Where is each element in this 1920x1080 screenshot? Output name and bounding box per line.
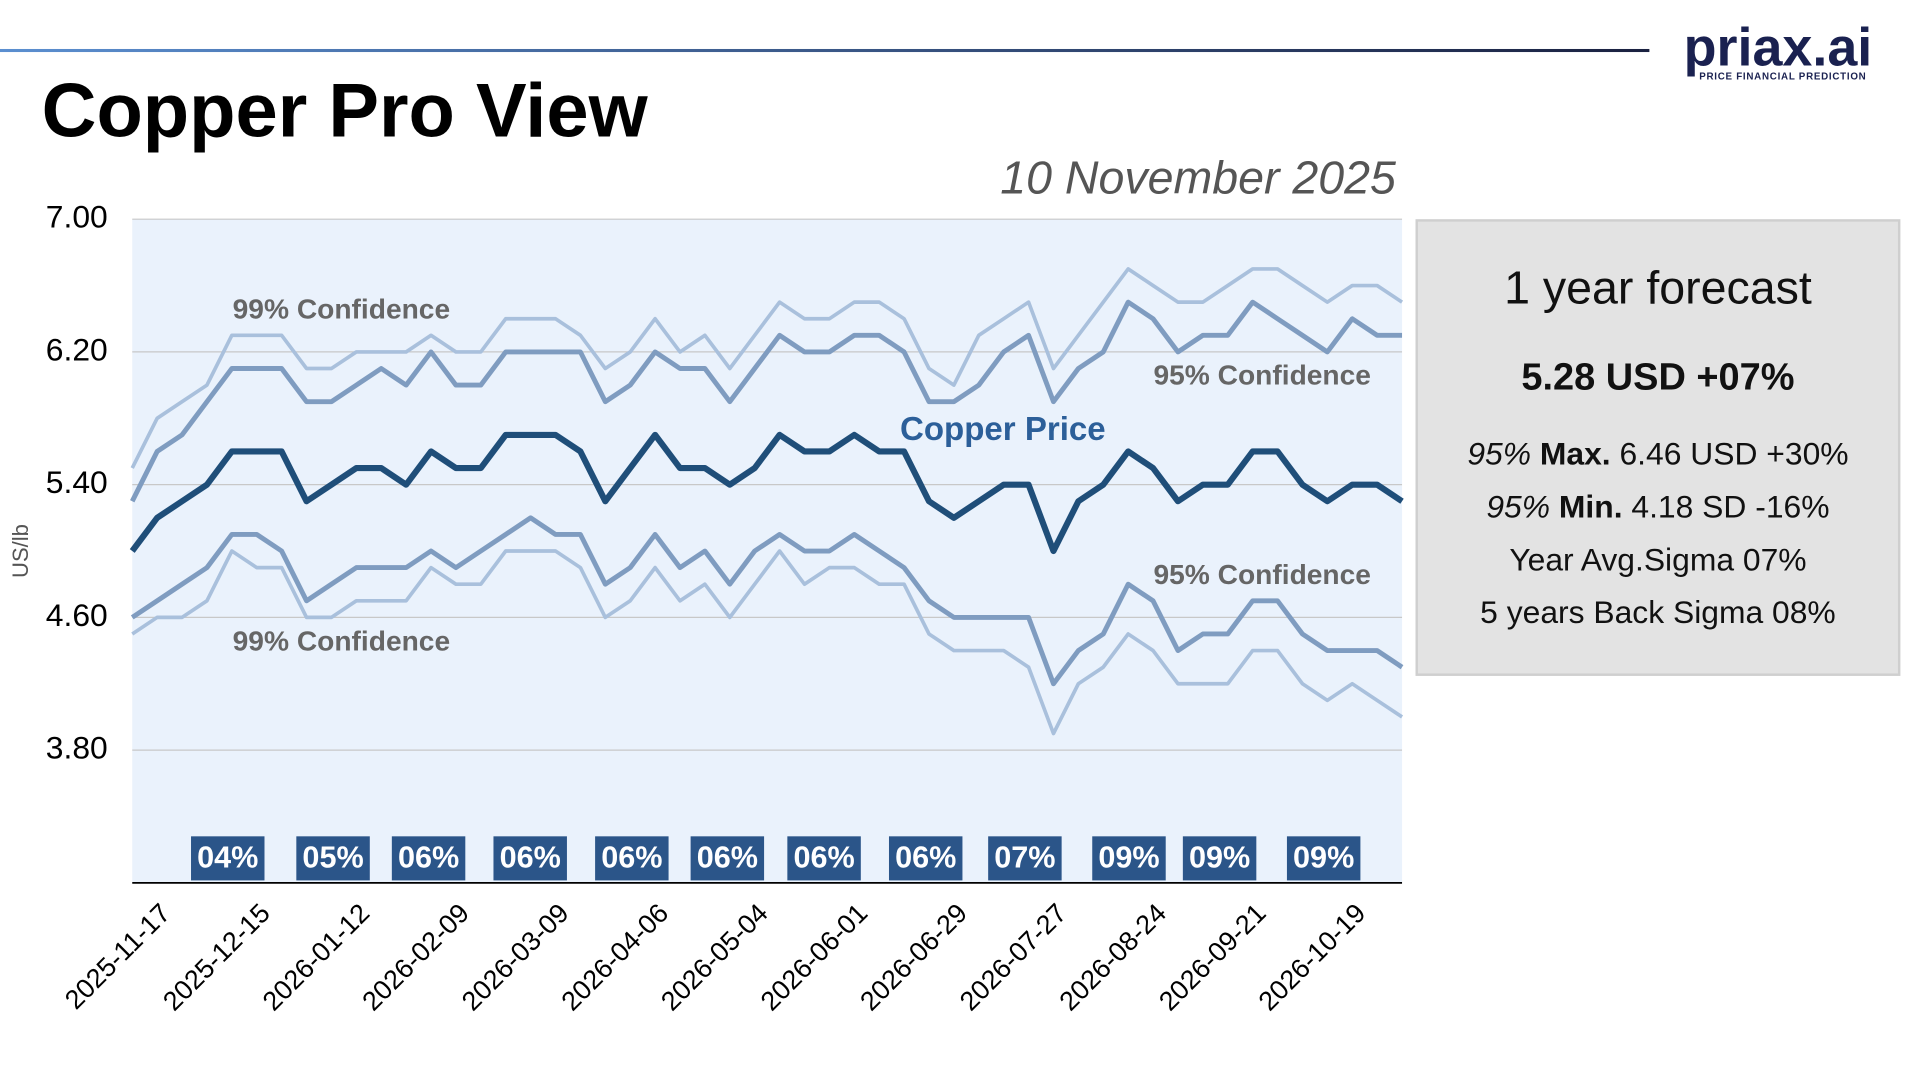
row-level: 95% xyxy=(1467,436,1531,472)
y-axis-label: US/lb xyxy=(8,524,33,578)
sigma-label: 05% xyxy=(302,841,363,875)
row-label: Max. xyxy=(1540,436,1611,472)
sigma-label: 06% xyxy=(697,841,758,875)
sigma-box xyxy=(787,836,861,881)
row-text: 4.18 SD -16% xyxy=(1631,489,1829,525)
sigma-label: 04% xyxy=(197,841,258,875)
series-line xyxy=(129,431,1404,555)
sigma-box xyxy=(1182,836,1257,881)
panel-headline: 5.28 USD +07% xyxy=(1521,357,1794,399)
sigma-box xyxy=(888,836,963,881)
x-tick-label: 2025-12-15 xyxy=(157,898,276,1017)
x-tick-label: 2026-01-12 xyxy=(257,898,376,1017)
x-tick-label: 2026-07-27 xyxy=(954,898,1073,1017)
sigma-box xyxy=(595,836,669,881)
panel-note: Year Avg.Sigma 07% xyxy=(1509,541,1806,577)
panel-title: 1 year forecast xyxy=(1504,262,1812,314)
x-tick-label: 2026-03-09 xyxy=(456,898,575,1017)
sigma-label: 06% xyxy=(500,841,561,875)
sigma-box xyxy=(1286,836,1361,881)
y-tick-label: 6.20 xyxy=(46,331,108,367)
series-label: 99% Confidence xyxy=(233,293,450,324)
panel-row: 95% Max. 6.46 USD +30% xyxy=(1467,436,1848,472)
sigma-box xyxy=(191,836,265,881)
sigma-label: 06% xyxy=(895,841,956,875)
sigma-label: 06% xyxy=(793,841,854,875)
x-tick-label: 2026-06-29 xyxy=(854,898,973,1017)
sigma-label: 09% xyxy=(1293,841,1354,875)
row-label: Min. xyxy=(1559,489,1623,525)
sigma-label: 09% xyxy=(1098,841,1159,875)
series-line xyxy=(130,299,1403,503)
date: 10 November 2025 xyxy=(1000,152,1396,204)
x-tick-label: 2026-08-24 xyxy=(1054,898,1173,1017)
panel-note: 5 years Back Sigma 08% xyxy=(1480,594,1836,630)
page-title: Copper Pro View xyxy=(42,68,649,153)
sigma-box xyxy=(1092,836,1166,881)
row-level: 95% xyxy=(1486,489,1550,525)
y-tick-label: 7.00 xyxy=(46,199,108,235)
sigma-label: 07% xyxy=(994,841,1055,875)
series-label: 95% Confidence xyxy=(1153,559,1370,590)
series-label: 95% Confidence xyxy=(1153,360,1370,391)
logo-tagline: PRICE FINANCIAL PREDICTION xyxy=(1699,72,1866,83)
x-tick-label: 2026-10-19 xyxy=(1253,898,1372,1017)
series-label: 99% Confidence xyxy=(233,625,450,656)
x-tick-label: 2026-06-01 xyxy=(755,898,874,1017)
x-tick-label: 2026-04-06 xyxy=(556,898,675,1017)
plot-background xyxy=(132,219,1403,883)
sigma-label: 06% xyxy=(601,841,662,875)
x-tick-label: 2026-05-04 xyxy=(655,898,774,1017)
header-rule xyxy=(0,48,1650,53)
series-line xyxy=(130,267,1404,469)
x-tick-label: 2026-09-21 xyxy=(1153,898,1272,1017)
series-line xyxy=(131,549,1404,736)
y-tick-label: 4.60 xyxy=(46,597,108,633)
sigma-box xyxy=(988,836,1062,881)
y-tick-label: 5.40 xyxy=(46,464,108,500)
sigma-box xyxy=(493,836,567,881)
series-line xyxy=(130,515,1404,687)
y-tick-label: 3.80 xyxy=(46,730,108,766)
series-label: Copper Price xyxy=(900,411,1106,448)
sigma-box xyxy=(296,836,370,881)
x-tick-label: 2026-02-09 xyxy=(356,898,475,1017)
sigma-box xyxy=(690,836,765,881)
sigma-box xyxy=(391,836,466,881)
panel-row: 95% Min. 4.18 SD -16% xyxy=(1486,489,1829,525)
forecast-panel xyxy=(1415,219,1901,676)
logo: priax.ai xyxy=(1684,18,1873,78)
sigma-label: 09% xyxy=(1189,841,1250,875)
sigma-label: 06% xyxy=(398,841,459,875)
row-text: 6.46 USD +30% xyxy=(1619,436,1848,472)
